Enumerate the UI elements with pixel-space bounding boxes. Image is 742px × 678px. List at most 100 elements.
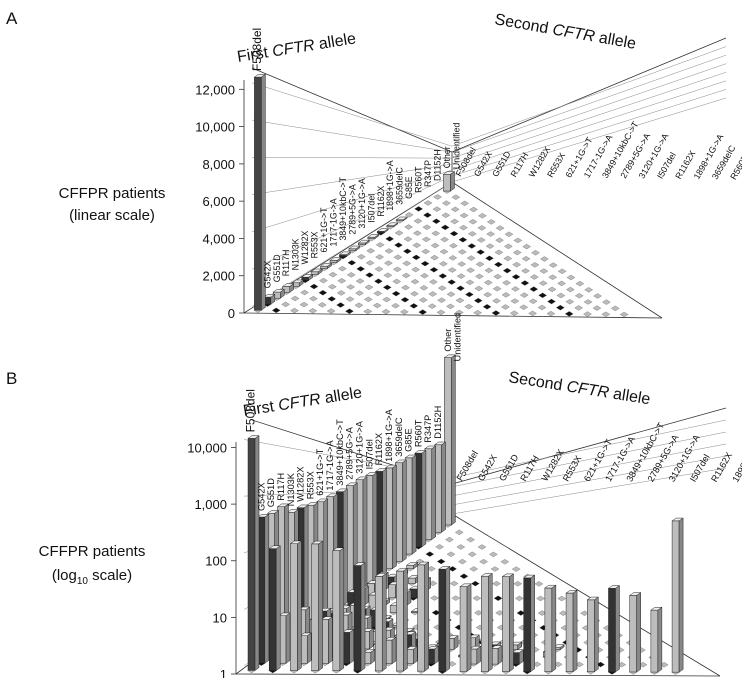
panel-b-floor-front-edge: [235, 673, 721, 677]
floor-cell: [346, 284, 355, 290]
floor-cell: [436, 309, 446, 315]
floor-cell: [503, 255, 513, 262]
panel-b-y-tick-label: 100: [205, 554, 227, 569]
floor-cell: [382, 296, 391, 303]
floor-cell: [458, 558, 467, 565]
floor-cell: [492, 580, 501, 587]
bar: [404, 454, 417, 555]
floor-cell: [384, 260, 393, 266]
bar: [480, 572, 494, 672]
floor-cell: [486, 219, 496, 225]
floor-cell: [436, 558, 446, 565]
floor-cell: [475, 261, 485, 267]
bar: [552, 644, 565, 651]
floor-cell: [430, 254, 439, 261]
floor-cell: [456, 285, 465, 291]
floor-cell: [309, 295, 318, 302]
floor-cell: [528, 310, 537, 317]
floor-cell: [435, 544, 444, 550]
floor-cell: [483, 279, 493, 286]
floor-cell: [509, 310, 519, 316]
floor-cell: [511, 286, 520, 292]
floor-cell: [429, 279, 438, 285]
bar: [405, 645, 419, 665]
bar: [272, 288, 286, 299]
floor-cell: [530, 274, 539, 280]
bar: [443, 354, 457, 526]
floor-cell: [504, 231, 514, 237]
floor-cell: [536, 595, 545, 602]
first-allele-label: R1162X: [374, 433, 384, 466]
floor-cell: [511, 274, 521, 280]
floor-cell: [493, 595, 503, 601]
floor-cell: [465, 279, 475, 286]
panel-b-grid-right: [451, 419, 727, 479]
first-allele-label: R347P: [423, 415, 433, 443]
floor-cell: [460, 200, 469, 207]
floor-cell: [425, 551, 435, 557]
first-allele-label: N1303K: [286, 472, 296, 506]
floor-cell: [419, 285, 429, 291]
floor-cell: [459, 573, 469, 579]
bar: [348, 245, 361, 252]
first-allele-label: Other: [442, 146, 452, 168]
bar: [357, 239, 371, 246]
floor-cell: [354, 302, 364, 308]
bar: [671, 517, 684, 673]
first-allele-label: 2789+5G->A: [345, 426, 355, 479]
floor-cell: [583, 311, 592, 317]
floor-cell: [290, 295, 300, 302]
floor-cell: [451, 595, 460, 601]
panel-a-grid-left: [251, 169, 453, 233]
floor-cell: [447, 267, 457, 273]
first-allele-label: 1717-1G->A: [329, 198, 339, 246]
panel-a-bars: [253, 73, 456, 311]
floor-cell: [328, 271, 338, 278]
first-allele-label: 2789+5G->A: [347, 184, 357, 235]
floor-cell: [440, 236, 449, 243]
floor-cell: [458, 237, 468, 243]
floor-cell: [593, 293, 602, 299]
floor-cell: [491, 310, 501, 316]
first-allele-label: W1282X: [300, 230, 310, 264]
floor-cell: [510, 298, 520, 304]
floor-cell: [439, 249, 449, 255]
panel-a-ylabel-line1: CFFPR patients: [59, 185, 166, 202]
floor-cell: [501, 304, 510, 310]
panel-b-y-tick-label: 10: [213, 610, 227, 625]
first-allele-label: R347P: [423, 160, 433, 187]
floor-cell: [419, 297, 428, 303]
floor-cell: [583, 299, 593, 305]
first-allele-label: N1303K: [291, 238, 301, 270]
floor-cell: [431, 230, 441, 237]
bar: [438, 565, 451, 672]
bar: [338, 251, 352, 258]
floor-cell: [502, 280, 511, 286]
panel-b-grid-right: [451, 455, 727, 506]
floor-cell: [372, 302, 382, 309]
first-allele-label: G542X: [256, 482, 266, 511]
panel-a-grid-left: [251, 163, 453, 195]
floor-cell: [440, 224, 450, 231]
floor-cell: [459, 224, 468, 231]
first-allele-label: G551D: [272, 254, 282, 282]
floor-cell: [478, 213, 487, 219]
floor-cell: [455, 309, 464, 316]
floor-cell: [557, 280, 566, 287]
floor-cell: [336, 290, 346, 296]
floor-cell: [466, 255, 476, 261]
bar: [374, 573, 388, 672]
bar: [490, 645, 503, 665]
panel-a-floor-front-edge: [243, 312, 663, 319]
floor-cell: [447, 279, 456, 285]
panel-a-floor-right-edge: [451, 181, 663, 319]
panel-a-grid-left: [251, 157, 453, 159]
floor-cell: [345, 296, 355, 302]
panel-a-gridlines: [251, 46, 727, 307]
floor-cell: [521, 268, 530, 274]
bar: [384, 636, 397, 665]
panel-a-grid-right: [451, 72, 727, 165]
floor-cell: [476, 249, 485, 255]
bar: [395, 216, 408, 222]
